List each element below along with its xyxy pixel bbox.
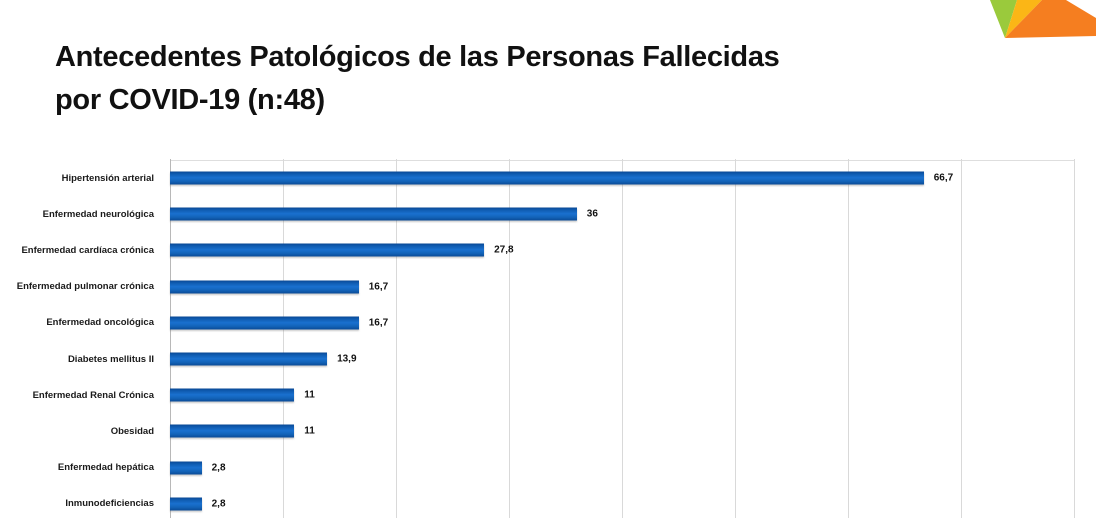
category-label: Enfermedad cardíaca crónica <box>21 244 154 256</box>
bar <box>170 243 485 257</box>
category-label: Diabetes mellitus II <box>67 353 154 365</box>
value-label: 27,8 <box>494 244 514 256</box>
chart-title-line2: por COVID-19 (n:48) <box>55 84 325 116</box>
category-label: Enfermedad hepática <box>57 462 154 474</box>
category-label: Obesidad <box>110 425 154 437</box>
bar <box>170 171 924 185</box>
bar-row: Enfermedad neurológica 36 <box>0 196 1096 232</box>
bar-row: Inmunodeficiencias 2,8 <box>0 486 1096 518</box>
bar <box>170 352 328 366</box>
bar <box>170 207 577 221</box>
value-label: 13,9 <box>337 353 357 365</box>
value-label: 66,7 <box>933 172 954 184</box>
bar <box>170 316 359 330</box>
bar-row: Diabetes mellitus II 13,9 <box>0 341 1096 377</box>
bar-row: Hipertensión arterial 66,7 <box>0 160 1096 196</box>
value-label: 2,8 <box>211 462 226 474</box>
vertical-gridline <box>735 159 736 518</box>
bar-row: Obesidad 11 <box>0 413 1096 449</box>
vertical-gridline <box>961 159 962 518</box>
bar-row: Enfermedad pulmonar crónica 16,7 <box>0 269 1096 305</box>
value-label: 16,7 <box>368 281 389 293</box>
category-label: Enfermedad neurológica <box>42 208 154 220</box>
value-label: 2,8 <box>211 498 226 510</box>
category-label: Enfermedad Renal Crónica <box>32 389 154 401</box>
chart-title: Antecedentes Patológicos de las Personas… <box>55 36 780 122</box>
vertical-gridline <box>622 159 623 518</box>
bar <box>170 388 295 402</box>
bar-row: Enfermedad hepática 2,8 <box>0 450 1096 486</box>
vertical-gridline <box>396 159 397 518</box>
value-label: 11 <box>304 389 315 401</box>
value-label: 36 <box>586 208 598 220</box>
value-label: 11 <box>304 425 315 437</box>
category-label: Enfermedad oncológica <box>46 317 154 329</box>
bar <box>170 424 295 438</box>
category-label: Inmunodeficiencias <box>65 498 154 510</box>
vertical-gridline <box>509 159 510 518</box>
category-label: Hipertensión arterial <box>61 172 154 184</box>
bar <box>170 497 202 511</box>
category-label: Enfermedad pulmonar crónica <box>16 281 154 293</box>
vertical-gridline <box>283 159 284 518</box>
bar-row: Enfermedad oncológica 16,7 <box>0 305 1096 341</box>
bar-row: Enfermedad Renal Crónica 11 <box>0 377 1096 413</box>
chart-title-line1: Antecedentes Patológicos de las Personas… <box>55 41 780 73</box>
category-axis-line <box>170 159 171 518</box>
vertical-gridline <box>848 159 849 518</box>
vertical-gridline <box>1074 159 1075 518</box>
bar <box>170 280 359 294</box>
value-label: 16,7 <box>368 317 389 329</box>
bar <box>170 461 202 475</box>
bar-row: Enfermedad cardíaca crónica 27,8 <box>0 232 1096 268</box>
